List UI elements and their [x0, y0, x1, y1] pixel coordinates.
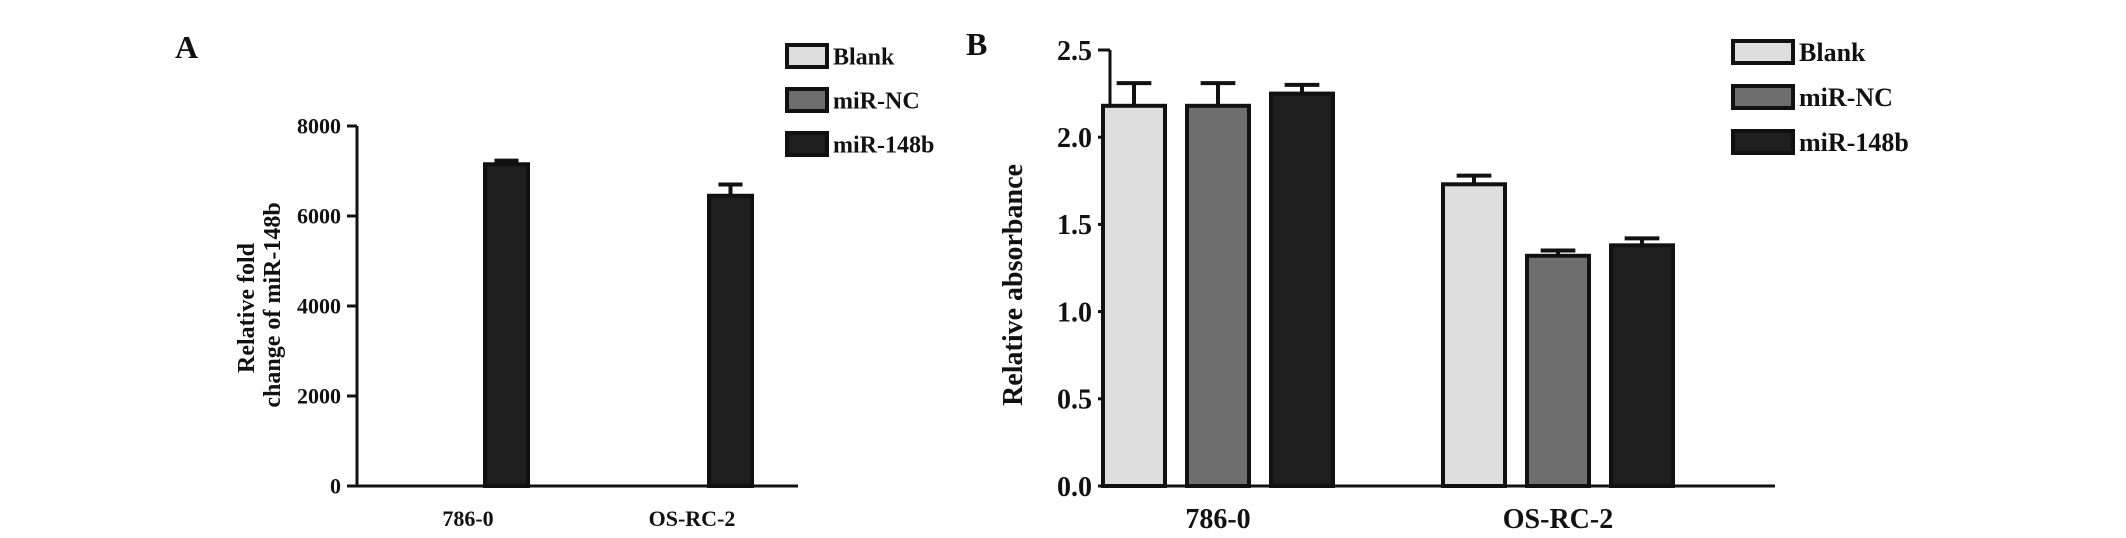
panel-b-y-tick-label: 1.5 — [1057, 210, 1092, 241]
panel-b-legend-swatch — [1731, 39, 1795, 65]
panel-a-legend-swatch — [785, 87, 829, 113]
panel-b-y-tick-label: 1.0 — [1057, 297, 1092, 328]
panel-b-legend-label: miR-148b — [1799, 128, 1909, 157]
panel-b-bar — [1269, 91, 1335, 488]
panel-a-x-tick-label: OS-RC-2 — [649, 506, 736, 531]
panel-a-y-tick-label: 8000 — [297, 114, 341, 139]
panel-b-bar — [1525, 253, 1591, 488]
panel-b-y-tick-label: 2.0 — [1057, 123, 1092, 154]
panel-a-bar — [483, 162, 530, 488]
panel-b-bar — [1185, 103, 1251, 488]
panel-b-y-tick-label: 2.5 — [1057, 36, 1092, 67]
panel-b-legend-swatch — [1731, 129, 1795, 155]
panel-b-y-axis-label: Relative absorbance — [998, 164, 1029, 406]
panel-a-y-tick-label: 0 — [330, 474, 341, 499]
panel-b-y-tick-label: 0.5 — [1057, 385, 1092, 416]
panel-b-x-tick-label: 786-0 — [1185, 504, 1250, 535]
panel-b-legend-label: Blank — [1799, 38, 1866, 67]
panel-b-bar — [1609, 243, 1675, 488]
panel-a-legend-label: Blank — [833, 44, 895, 70]
panel-b-legend-label: miR-NC — [1799, 83, 1893, 112]
panel-a-y-axis-label-line-1: Relative fold — [234, 242, 260, 373]
panel-a-y-tick-label: 4000 — [297, 294, 341, 319]
panel-b-x-tick-label: OS-RC-2 — [1503, 504, 1613, 535]
panel-a-y-tick-label: 2000 — [297, 384, 341, 409]
panel-a-legend-label: miR-NC — [833, 88, 920, 114]
panel-b-bar — [1441, 182, 1507, 488]
panel-b-legend-swatch — [1731, 84, 1795, 110]
panel-a-letter: A — [175, 29, 198, 65]
panel-a-chart: A 0 2000 4000 6000 8000 786-0 OS-RC-2 Blank mi… — [175, 29, 934, 531]
panel-a-legend-swatch — [785, 43, 829, 69]
panel-a-legend-swatch — [785, 131, 829, 157]
panel-a-bar — [707, 193, 754, 488]
panel-a-x-tick-label: 786-0 — [442, 506, 493, 531]
panel-a-y-axis-label: Relative fold change of miR-148b — [234, 202, 286, 407]
panel-b-chart: B 0.0 0.5 1.0 1.5 2.0 2.5 786-0 OS-RC-2 Blank m… — [966, 26, 1909, 535]
panel-b-y-tick-label: 0.0 — [1057, 472, 1092, 503]
panel-b-letter: B — [966, 26, 987, 62]
panel-b-bar — [1101, 103, 1167, 488]
panel-a-y-axis-label-line-2: change of miR-148b — [260, 202, 286, 407]
panel-a-legend-label: miR-148b — [833, 132, 934, 158]
panel-a-y-tick-label: 6000 — [297, 204, 341, 229]
